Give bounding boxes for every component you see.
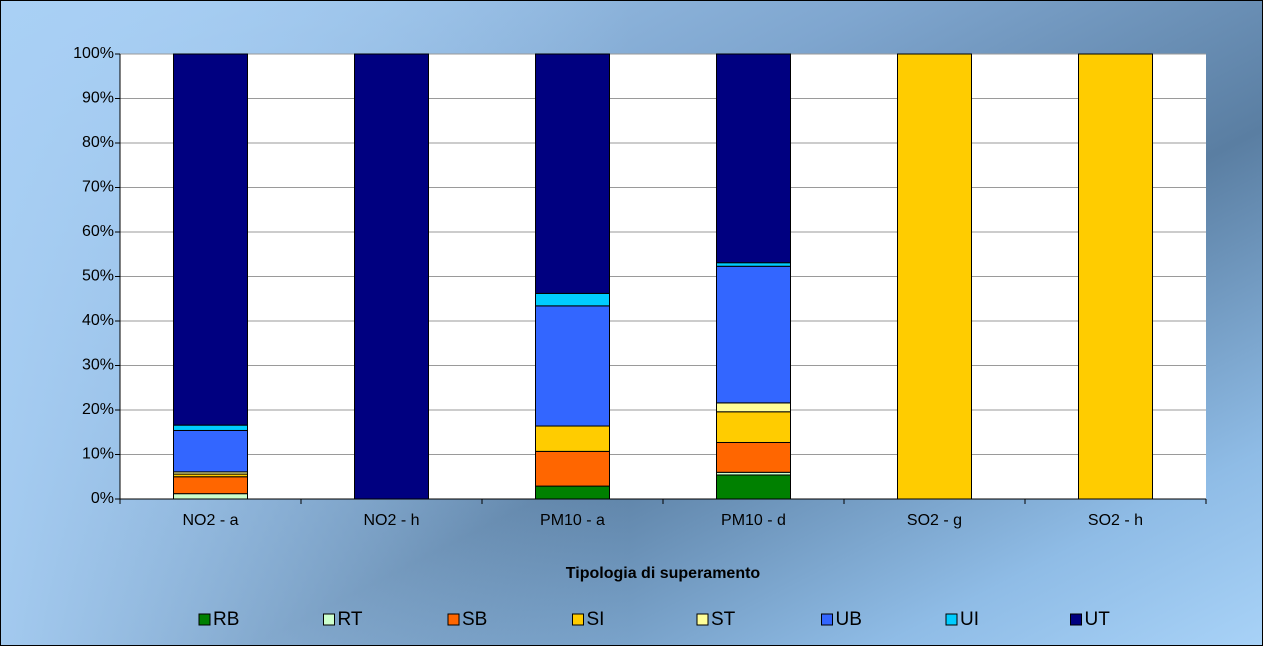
legend-label: RT: [338, 609, 363, 630]
legend-swatch: [945, 613, 958, 626]
x-tick-label: NO2 - h: [363, 512, 419, 529]
bar-segment: [897, 53, 972, 500]
y-tick-label: 0%: [91, 490, 114, 507]
legend-swatch: [447, 613, 460, 626]
y-tick-label: 60%: [82, 223, 114, 240]
y-tick-label: 10%: [82, 446, 114, 463]
bar-segment: [716, 53, 791, 264]
bar-segment: [535, 53, 610, 294]
y-tick-label: 70%: [82, 179, 114, 196]
bar-segment: [716, 441, 791, 473]
bar-segment: [716, 265, 791, 404]
bar-segment: [535, 485, 610, 500]
legend-swatch: [198, 613, 211, 626]
x-tick-label: PM10 - a: [540, 512, 605, 529]
legend-label: SI: [587, 609, 605, 630]
legend-label: UT: [1085, 609, 1111, 630]
x-tick-label: PM10 - d: [721, 512, 786, 529]
y-tick-label: 40%: [82, 312, 114, 329]
bar-segment: [535, 305, 610, 427]
bar-segment: [535, 292, 610, 307]
legend-label: ST: [711, 609, 736, 630]
bar-segment: [716, 474, 791, 500]
legend-label: SB: [462, 609, 487, 630]
y-tick-label: 30%: [82, 357, 114, 374]
bar-segment: [535, 425, 610, 452]
legend-swatch: [323, 613, 335, 626]
bar-segment: [173, 53, 248, 426]
bar-segment: [354, 53, 429, 500]
x-axis-title: Tipologia di superamento: [566, 565, 761, 582]
bar-segment: [173, 493, 248, 500]
bar-segment: [535, 450, 610, 487]
legend-label: UI: [960, 609, 979, 630]
bar-segment: [716, 411, 791, 443]
legend-label: UB: [836, 609, 862, 630]
bar-segment: [173, 476, 248, 495]
y-tick-label: 100%: [73, 45, 114, 62]
legend-label: RB: [213, 609, 239, 630]
x-tick-label: NO2 - a: [182, 512, 238, 529]
bar-segment: [173, 429, 248, 473]
bar-segment: [173, 424, 248, 431]
y-tick-label: 20%: [82, 401, 114, 418]
bar-segment: [716, 262, 791, 267]
bar-segment: [716, 402, 791, 413]
legend-swatch: [572, 613, 584, 626]
x-tick-label: SO2 - h: [1088, 512, 1143, 529]
bar-segment: [1078, 53, 1153, 500]
legend-swatch: [821, 613, 833, 626]
y-tick-label: 90%: [82, 90, 114, 107]
y-tick-label: 50%: [82, 268, 114, 285]
legend-swatch: [1070, 613, 1082, 626]
y-tick-label: 80%: [82, 134, 114, 151]
x-tick-label: SO2 - g: [907, 512, 962, 529]
legend-swatch: [696, 613, 709, 626]
